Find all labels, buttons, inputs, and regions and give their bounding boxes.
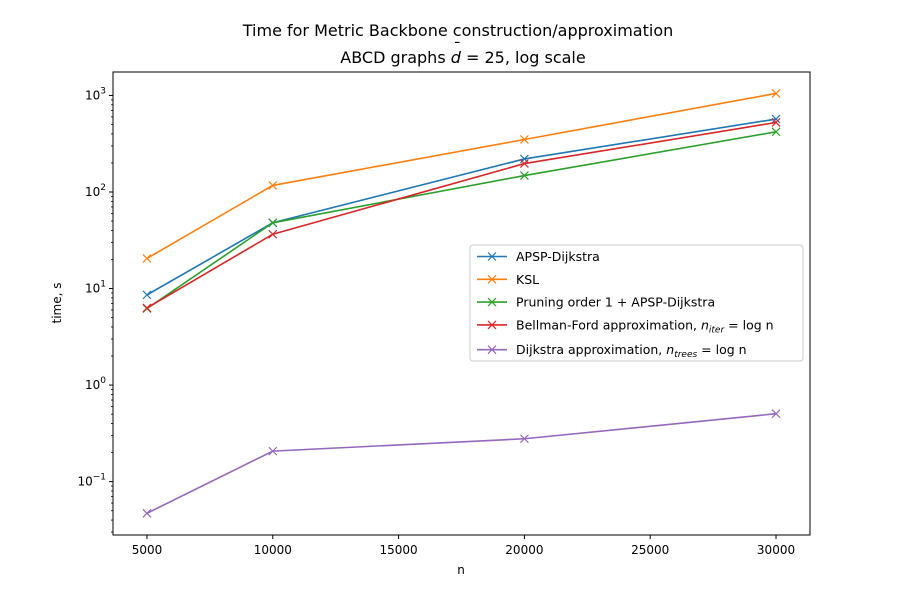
legend-label: Bellman-Ford approximation, niter = log …: [516, 317, 774, 335]
series-line: [146, 92, 777, 260]
legend-entry: APSP-Dijkstra: [477, 249, 600, 264]
axes: 5000 10000 15000 20000 25000 30000 10−1 100 101 1…: [77, 71, 811, 557]
series-line: [146, 412, 777, 514]
y-tick-label: 101: [85, 280, 106, 296]
subtitle-macron: ¯: [453, 39, 461, 58]
data-point-marker: [268, 229, 278, 239]
y-tick-label: 100: [85, 376, 106, 392]
data-point-marker: [142, 303, 152, 313]
data-point-marker: [268, 218, 278, 228]
data-point-marker: [142, 254, 152, 263]
legend-marker: [487, 345, 497, 355]
data-point-marker: [771, 88, 781, 98]
legend-box: [469, 244, 804, 362]
series-2: [142, 88, 781, 263]
data-point-marker: [771, 127, 781, 137]
chart-title-group: Time for Metric Backbone construction/ap…: [242, 21, 674, 67]
series-5: [142, 409, 781, 518]
legend-entry: KSL: [477, 272, 539, 287]
legend-entry: Dijkstra approximation, ntrees = log n: [477, 342, 747, 360]
y-tick-label: 103: [85, 86, 106, 102]
data-point-marker: [519, 135, 529, 144]
data-point-marker: [519, 434, 529, 444]
legend-label: Dijkstra approximation, ntrees = log n: [516, 342, 747, 360]
data-point-marker: [142, 290, 152, 300]
data-point-marker: [771, 409, 781, 419]
chart-subtitle: ABCD graphs d = 25, log scale: [340, 48, 585, 67]
y-tick-label: 102: [85, 183, 106, 199]
x-tick-label: 30000: [757, 543, 795, 557]
legend-label: KSL: [516, 272, 539, 287]
data-point-marker: [268, 446, 278, 456]
data-point-marker: [519, 159, 529, 169]
data-point-marker: [771, 114, 781, 124]
y-tick-label: 10−1: [77, 473, 106, 489]
legend-label: APSP-Dijkstra: [516, 249, 600, 264]
legend-marker: [487, 320, 497, 330]
x-tick-label: 20000: [505, 543, 543, 557]
legend-marker: [487, 274, 497, 284]
legend-entry: Pruning order 1 + APSP-Dijkstra: [477, 295, 715, 310]
data-point-marker: [771, 118, 781, 127]
data-point-marker: [142, 508, 152, 518]
legend-label: Pruning order 1 + APSP-Dijkstra: [516, 295, 715, 310]
chart-title: Time for Metric Backbone construction/ap…: [242, 21, 674, 40]
plot-area: [142, 88, 781, 518]
data-point-marker: [268, 180, 278, 190]
x-tick-label: 5000: [132, 543, 163, 557]
series-4: [142, 118, 781, 313]
y-axis-label: time, s: [50, 283, 64, 324]
x-axis-label: n: [457, 563, 465, 577]
x-tick-label: 10000: [254, 543, 292, 557]
legend-entry: Bellman-Ford approximation, niter = log …: [477, 317, 774, 335]
legend: APSP-Dijkstra KSL Pruning order 1 + APSP-D…: [469, 244, 804, 362]
legend-marker: [487, 252, 497, 261]
x-tick-label: 25000: [631, 543, 669, 557]
series-line: [146, 118, 777, 296]
data-point-marker: [519, 171, 529, 180]
series-line: [146, 121, 777, 309]
legend-marker: [487, 297, 497, 307]
x-tick-label: 15000: [380, 543, 418, 557]
